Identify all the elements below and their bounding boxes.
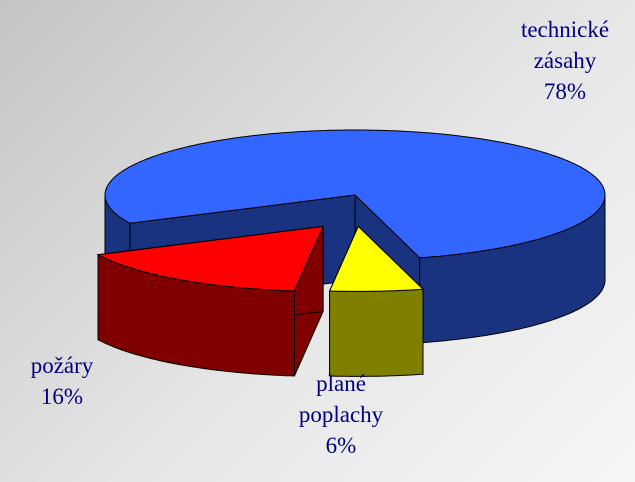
category-label: technické zásahy	[520, 17, 610, 73]
category-label: plané poplachy	[298, 371, 384, 427]
slice-side	[329, 288, 424, 377]
slice	[328, 225, 425, 292]
slice-label: plané poplachy 6%	[278, 368, 404, 461]
category-label: požáry	[30, 353, 94, 378]
value-label: 78%	[543, 79, 587, 104]
value-label: 16%	[40, 384, 84, 409]
slice	[104, 129, 606, 259]
slice-label: požáry 16%	[0, 350, 127, 412]
value-label: 6%	[325, 433, 357, 458]
slice	[96, 225, 324, 292]
slice-label: technické zásahy 78%	[500, 14, 630, 107]
